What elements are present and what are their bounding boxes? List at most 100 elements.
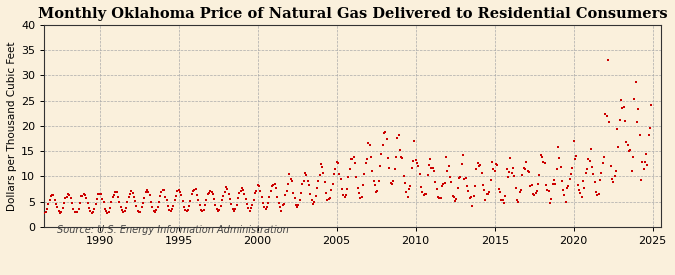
- Point: [578, 179, 589, 183]
- Point: [388, 179, 399, 183]
- Point: [433, 195, 443, 199]
- Point: [261, 205, 272, 209]
- Point: [542, 188, 553, 192]
- Point: [225, 197, 236, 201]
- Point: [271, 186, 281, 191]
- Point: [397, 156, 408, 161]
- Point: [135, 210, 146, 214]
- Point: [617, 105, 628, 110]
- Point: [616, 98, 626, 102]
- Point: [633, 107, 644, 112]
- Point: [234, 191, 244, 196]
- Point: [243, 206, 254, 211]
- Point: [257, 200, 268, 205]
- Point: [130, 199, 140, 204]
- Point: [579, 186, 590, 190]
- Point: [214, 207, 225, 212]
- Point: [452, 186, 463, 190]
- Point: [113, 195, 124, 199]
- Point: [497, 197, 508, 202]
- Point: [169, 197, 180, 202]
- Point: [247, 203, 258, 207]
- Point: [637, 159, 647, 164]
- Point: [239, 191, 250, 196]
- Point: [344, 167, 355, 171]
- Point: [394, 148, 405, 153]
- Point: [269, 182, 280, 186]
- Point: [537, 154, 547, 159]
- Point: [367, 169, 377, 173]
- Point: [288, 191, 298, 196]
- Point: [255, 188, 266, 193]
- Point: [541, 183, 551, 187]
- Point: [45, 194, 56, 199]
- Point: [102, 211, 113, 215]
- Point: [338, 193, 348, 198]
- Point: [634, 133, 645, 138]
- Point: [365, 155, 376, 159]
- Point: [554, 156, 564, 160]
- Point: [495, 189, 506, 194]
- Point: [416, 185, 427, 189]
- Point: [210, 203, 221, 208]
- Point: [639, 159, 650, 164]
- Point: [626, 169, 637, 173]
- Point: [51, 202, 61, 207]
- Point: [152, 204, 163, 209]
- Point: [229, 208, 240, 213]
- Point: [529, 193, 539, 197]
- Point: [496, 198, 507, 202]
- Point: [97, 197, 107, 201]
- Point: [78, 192, 89, 196]
- Point: [186, 192, 197, 197]
- Point: [202, 192, 213, 196]
- Point: [505, 156, 516, 160]
- Point: [601, 114, 612, 118]
- Point: [421, 192, 431, 196]
- Point: [621, 140, 632, 144]
- Point: [115, 205, 126, 210]
- Point: [437, 184, 448, 188]
- Point: [501, 167, 512, 171]
- Point: [182, 208, 193, 213]
- Point: [632, 120, 643, 125]
- Point: [308, 202, 319, 207]
- Point: [192, 193, 202, 197]
- Point: [466, 195, 477, 199]
- Point: [389, 167, 400, 171]
- Point: [435, 196, 446, 200]
- Point: [209, 197, 219, 202]
- Point: [471, 167, 482, 171]
- Point: [438, 182, 449, 186]
- Point: [323, 197, 334, 202]
- Point: [276, 208, 287, 213]
- Point: [248, 198, 259, 202]
- Point: [80, 192, 90, 197]
- Point: [467, 204, 478, 209]
- Point: [427, 166, 438, 170]
- Point: [371, 189, 381, 194]
- Point: [562, 186, 572, 190]
- Point: [521, 160, 532, 164]
- Point: [417, 190, 428, 194]
- Point: [456, 162, 467, 166]
- Point: [268, 183, 279, 188]
- Point: [330, 167, 341, 171]
- Point: [588, 172, 599, 176]
- Point: [418, 193, 429, 197]
- Point: [587, 164, 597, 169]
- Point: [575, 190, 586, 195]
- Point: [215, 203, 226, 208]
- Point: [151, 208, 161, 212]
- Point: [401, 190, 412, 194]
- Point: [213, 208, 223, 213]
- Point: [223, 191, 234, 196]
- Point: [514, 190, 525, 194]
- Point: [400, 181, 410, 186]
- Point: [188, 188, 198, 193]
- Point: [526, 183, 537, 187]
- Point: [405, 184, 416, 188]
- Point: [387, 182, 398, 186]
- Point: [184, 204, 194, 208]
- Point: [384, 166, 395, 170]
